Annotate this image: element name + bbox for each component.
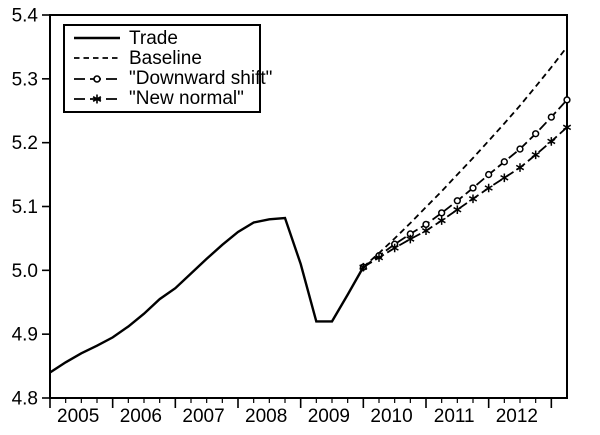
x-tick-label: 2008 bbox=[245, 406, 287, 427]
series-baseline bbox=[362, 46, 568, 268]
legend-item-baseline: Baseline bbox=[72, 48, 259, 68]
legend-item-downward-shift: "Downward shift" bbox=[72, 69, 272, 89]
y-tick-label: 5.4 bbox=[12, 6, 39, 27]
new-normal-line-sample-icon bbox=[74, 94, 120, 104]
asterisk-marker bbox=[515, 163, 525, 172]
trade-line-sample-icon bbox=[74, 36, 120, 40]
x-tick-label: 2006 bbox=[120, 406, 162, 427]
x-tick-label: 2007 bbox=[182, 406, 224, 427]
circle-marker bbox=[500, 158, 508, 166]
baseline-line-sample-icon bbox=[74, 57, 120, 60]
asterisk-marker bbox=[468, 194, 478, 204]
series-new-normal bbox=[359, 123, 572, 272]
circle-marker bbox=[453, 197, 461, 205]
y-tick-label: 4.8 bbox=[12, 389, 38, 410]
circle-marker bbox=[516, 145, 524, 153]
asterisk-marker bbox=[406, 234, 415, 244]
downward-shift-markers bbox=[359, 96, 571, 271]
asterisk-marker bbox=[421, 226, 431, 236]
y-tick-label: 5.1 bbox=[12, 197, 38, 218]
x-tick-label: 2010 bbox=[370, 406, 412, 427]
legend-label-baseline: Baseline bbox=[129, 47, 202, 69]
asterisk-marker bbox=[453, 205, 462, 214]
trade-line bbox=[49, 216, 365, 374]
asterisk-marker bbox=[437, 216, 446, 225]
series-downward-shift bbox=[359, 96, 571, 271]
legend-label-new-normal: "New normal" bbox=[129, 88, 244, 110]
asterisk-marker bbox=[531, 150, 540, 160]
asterisk-marker bbox=[390, 243, 399, 253]
baseline-line bbox=[362, 46, 568, 268]
x-tick-label: 2012 bbox=[496, 406, 538, 427]
x-axis: 2005 2006 2007 2008 2009 2010 2011 2012 bbox=[49, 398, 553, 427]
circle-marker bbox=[422, 220, 430, 229]
circle-marker bbox=[532, 130, 540, 138]
asterisk-marker bbox=[500, 173, 509, 183]
y-tick-label: 5.2 bbox=[12, 133, 38, 154]
y-tick-label: 4.9 bbox=[12, 325, 38, 346]
series-trade bbox=[49, 216, 365, 374]
y-tick-label: 5.0 bbox=[12, 261, 38, 282]
x-tick-label: 2009 bbox=[308, 406, 350, 427]
y-axis: 4.8 4.9 5.0 5.1 5.2 5.3 5.4 bbox=[12, 6, 50, 410]
x-tick-label: 2011 bbox=[434, 406, 475, 427]
x-tick-label: 2005 bbox=[57, 406, 99, 427]
legend-label-downward-shift: "Downward shift" bbox=[129, 68, 273, 90]
circle-marker bbox=[563, 96, 571, 104]
asterisk-marker bbox=[484, 183, 493, 193]
y-tick-label: 5.3 bbox=[12, 69, 38, 90]
asterisk-marker bbox=[547, 137, 556, 146]
circle-marker bbox=[547, 113, 555, 121]
circle-marker bbox=[438, 209, 446, 217]
circle-marker bbox=[485, 170, 493, 179]
legend-label-trade: Trade bbox=[129, 27, 178, 49]
downward-shift-line-sample-icon bbox=[74, 74, 120, 83]
legend: Trade Baseline "Downward shift" "New nor… bbox=[63, 24, 272, 113]
legend-item-new-normal: "New normal" bbox=[72, 89, 259, 109]
legend-item-trade: Trade bbox=[72, 28, 259, 48]
asterisk-marker bbox=[562, 123, 572, 132]
circle-marker bbox=[469, 184, 477, 192]
asterisk-marker bbox=[374, 253, 384, 262]
new-normal-markers bbox=[359, 123, 572, 272]
